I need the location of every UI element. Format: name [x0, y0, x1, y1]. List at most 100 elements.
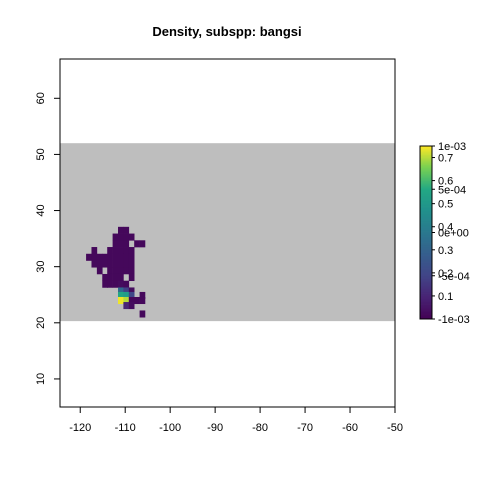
heatmap-cell	[128, 260, 135, 268]
colorbar-segment	[420, 196, 432, 199]
colorbar-segment	[420, 249, 432, 252]
colorbar-segment	[420, 306, 432, 308]
colorbar-segment	[420, 154, 432, 157]
colorbar-segment	[420, 308, 432, 311]
heatmap-cell	[123, 226, 130, 234]
y-tick-label: 20	[35, 317, 47, 329]
colorbar-segment	[420, 244, 432, 246]
colorbar-segment	[420, 216, 432, 219]
heatmap-cell	[134, 240, 140, 248]
colorbar-segment	[420, 146, 432, 148]
heatmap-cell	[128, 291, 135, 299]
colorbar-segment	[420, 238, 432, 241]
colorbar-segment	[420, 148, 432, 151]
colorbar-segment	[420, 303, 432, 305]
heatmap-cell	[107, 273, 113, 282]
heatmap-cells-layer	[86, 226, 146, 318]
heatmap-cell	[139, 296, 146, 305]
heatmap-cell	[112, 267, 119, 275]
heatmap-cell	[139, 240, 146, 248]
colorbar-segment	[420, 192, 432, 194]
colorbar-segment	[420, 284, 432, 287]
colorbar-segment	[420, 307, 432, 310]
heatmap-cell	[123, 280, 130, 288]
x-tick-label: -90	[207, 422, 223, 434]
colorbar-segment	[420, 301, 432, 304]
colorbar-segment	[420, 267, 432, 269]
colorbar-segment	[420, 314, 432, 317]
y-tick-label: 50	[35, 148, 47, 160]
heatmap-cell	[123, 260, 130, 268]
colorbar-segment	[420, 207, 432, 210]
colorbar-segment	[420, 229, 432, 232]
heatmap-cell	[86, 253, 92, 261]
colorbar-segment	[420, 265, 432, 268]
colorbar-label: 0.1	[438, 291, 453, 303]
heatmap-cell	[107, 280, 113, 288]
y-tick-label: 30	[35, 261, 47, 273]
colorbar-segment	[420, 245, 432, 248]
x-axis: -120 -110 -100 -90 -80 -70 -60 -50	[69, 406, 403, 434]
heatmap-cell	[91, 253, 98, 261]
colorbar-segment	[420, 177, 432, 180]
x-tick-label: -50	[387, 422, 403, 434]
colorbar-segment	[420, 228, 432, 231]
colorbar-segment	[420, 231, 432, 233]
colorbar-segment	[420, 206, 432, 209]
colorbar-segment	[420, 311, 432, 314]
colorbar-segment	[420, 183, 432, 186]
colorbar-segment	[420, 186, 432, 189]
y-tick-label: 10	[35, 373, 47, 385]
colorbar-segment	[420, 226, 432, 229]
y-tick-label: 40	[35, 204, 47, 216]
heatmap-cell	[112, 273, 119, 282]
colorbar-label: 5e-04	[438, 184, 466, 196]
heatmap-cell	[123, 233, 130, 241]
x-tick-label: -120	[69, 422, 91, 434]
colorbar-segment	[420, 193, 432, 196]
heatmap-cell	[96, 253, 103, 261]
heatmap-cell	[107, 267, 113, 275]
chart-title: Density, subspp: bangsi	[152, 24, 301, 39]
colorbar-segment	[420, 248, 432, 251]
colorbar-segment	[420, 163, 432, 166]
heatmap-cell	[91, 260, 98, 268]
colorbar-segment	[420, 287, 432, 290]
heatmap-cell	[118, 296, 124, 305]
colorbar-segment	[420, 236, 432, 239]
extent-band-layer	[60, 143, 395, 322]
colorbar-segment	[420, 272, 432, 275]
colorbar-segment	[420, 268, 432, 271]
colorbar-segment	[420, 156, 432, 158]
heatmap-cell	[118, 247, 124, 255]
colorbar-segment	[420, 212, 432, 215]
colorbar-segment	[420, 170, 432, 173]
colorbar-label: 0e+00	[438, 228, 469, 240]
colorbar-label: 0.4	[438, 222, 453, 234]
heatmap-cell	[123, 302, 130, 310]
colorbar-segment	[420, 200, 432, 203]
colorbar-segment	[420, 269, 432, 272]
heatmap-cell	[123, 287, 130, 295]
colorbar-segment	[420, 218, 432, 220]
colorbar-segment	[420, 189, 432, 192]
colorbar-segment	[420, 184, 432, 187]
heatmap-cell	[118, 273, 124, 282]
colorbar-segment	[420, 242, 432, 245]
colorbar-segment	[420, 209, 432, 212]
colorbar-segment	[420, 222, 432, 225]
colorbar-segment	[420, 232, 432, 235]
heatmap-cell	[118, 240, 124, 248]
colorbar-label: -5e-04	[438, 271, 470, 283]
heatmap-cell	[96, 267, 103, 275]
colorbar-segment	[420, 317, 432, 320]
colorbar-segment	[420, 167, 432, 170]
heatmap-cell	[107, 247, 113, 255]
colorbar-legend: 0.1 0.2 0.3 0.4 0.5 0.6 0.7 -1e-03 -5e-04 0e+00 5e…	[419, 141, 470, 326]
colorbar-segment	[420, 203, 432, 206]
heatmap-cell	[128, 247, 135, 255]
heatmap-cell	[123, 247, 130, 255]
colorbar-segment	[420, 164, 432, 167]
colorbar-segment	[420, 252, 432, 255]
